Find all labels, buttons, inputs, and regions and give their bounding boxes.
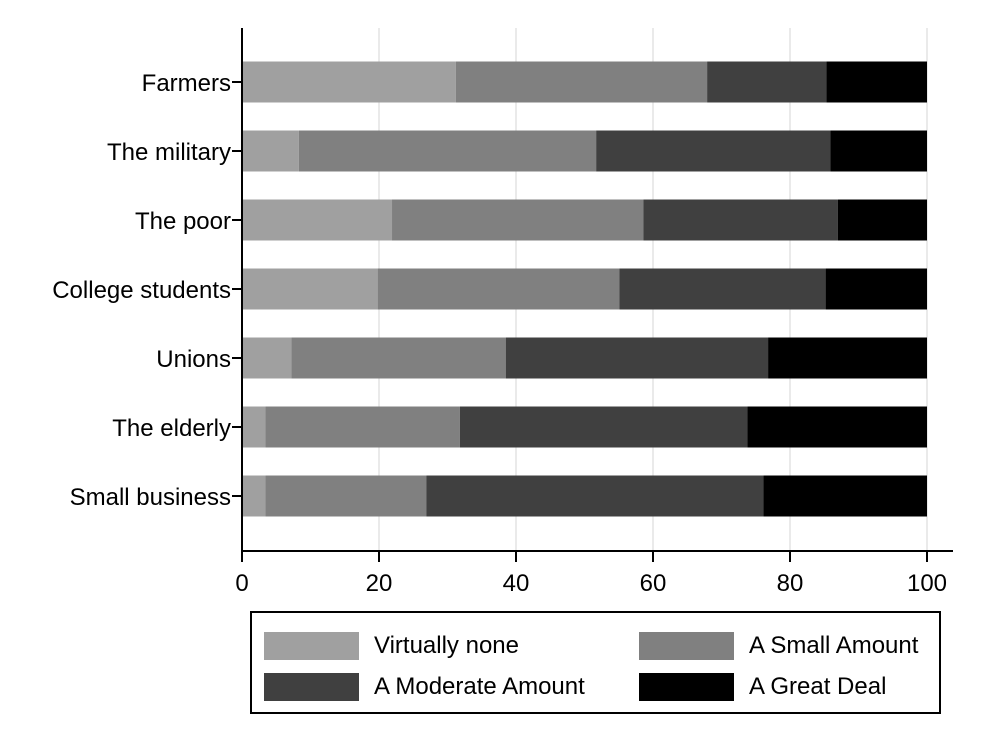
bar-unions-a-small-amount xyxy=(291,337,506,379)
bar-unions-a-moderate-amount xyxy=(505,337,769,379)
bar-the-military-a-great-deal xyxy=(830,130,927,172)
bar-the-elderly-virtually-none xyxy=(242,406,266,448)
bar-segments xyxy=(242,61,927,517)
bar-farmers-virtually-none xyxy=(242,61,456,103)
bar-the-elderly-a-moderate-amount xyxy=(459,406,748,448)
bar-unions-virtually-none xyxy=(242,337,292,379)
bar-the-elderly-a-small-amount xyxy=(265,406,460,448)
bar-small-business-virtually-none xyxy=(242,475,266,517)
bar-small-business-a-small-amount xyxy=(265,475,427,517)
category-label-the-elderly: The elderly xyxy=(112,415,231,442)
bar-the-poor-a-moderate-amount xyxy=(643,199,838,241)
category-label-the-military: The military xyxy=(107,139,231,166)
bar-small-business-a-moderate-amount xyxy=(426,475,764,517)
x-tick-label: 80 xyxy=(777,570,804,597)
bar-the-poor-a-small-amount xyxy=(392,199,644,241)
category-labels: Farmers The military The poor College stude… xyxy=(52,70,242,511)
legend-label: A Great Deal xyxy=(749,673,887,700)
legend-label: A Moderate Amount xyxy=(374,673,585,700)
bar-the-poor-a-great-deal xyxy=(837,199,927,241)
category-label-the-poor: The poor xyxy=(135,208,231,235)
legend-swatch xyxy=(264,673,359,701)
legend-label: Virtually none xyxy=(374,632,519,659)
bar-unions-a-great-deal xyxy=(768,337,927,379)
legend-swatch xyxy=(639,632,734,660)
x-ticks: 0 20 40 60 80 100 xyxy=(235,551,947,597)
category-label-small-business: Small business xyxy=(70,484,231,511)
legend-label: A Small Amount xyxy=(749,632,919,659)
bar-college-students-a-moderate-amount xyxy=(619,268,826,310)
legend-swatch xyxy=(264,632,359,660)
bar-farmers-a-small-amount xyxy=(455,61,708,103)
bar-the-military-a-moderate-amount xyxy=(596,130,831,172)
category-label-college-students: College students xyxy=(52,277,231,304)
bar-the-poor-virtually-none xyxy=(242,199,393,241)
bar-the-military-a-small-amount xyxy=(298,130,597,172)
bar-farmers-a-moderate-amount xyxy=(707,61,827,103)
x-tick-label: 0 xyxy=(235,570,248,597)
bar-the-elderly-a-great-deal xyxy=(747,406,927,448)
bar-small-business-a-great-deal xyxy=(763,475,927,517)
bar-farmers-a-great-deal xyxy=(826,61,927,103)
bar-college-students-a-small-amount xyxy=(377,268,620,310)
bar-college-students-virtually-none xyxy=(242,268,378,310)
category-label-unions: Unions xyxy=(156,346,231,373)
legend: Virtually none A Small Amount A Moderate… xyxy=(250,611,941,714)
bar-college-students-a-great-deal xyxy=(825,268,927,310)
x-tick-label: 20 xyxy=(366,570,393,597)
category-label-farmers: Farmers xyxy=(142,70,231,97)
x-tick-label: 100 xyxy=(907,570,947,597)
legend-swatch xyxy=(639,673,734,701)
x-tick-label: 60 xyxy=(640,570,667,597)
x-tick-label: 40 xyxy=(503,570,530,597)
bar-the-military-virtually-none xyxy=(242,130,299,172)
stacked-bar-chart: 0 20 40 60 80 100 Farmers The military The poor… xyxy=(52,28,953,597)
